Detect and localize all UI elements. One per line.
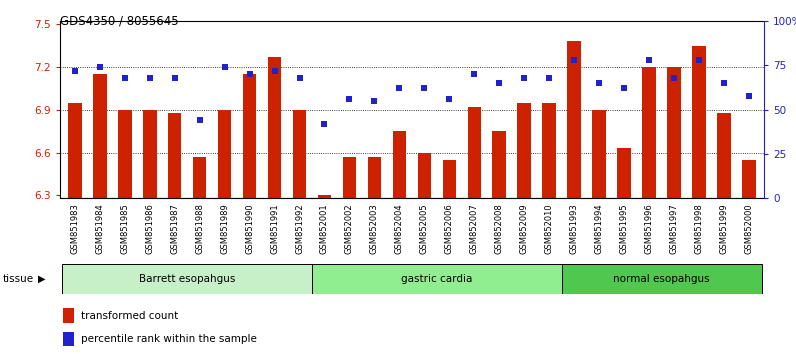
Point <box>193 118 206 123</box>
Text: GSM852003: GSM852003 <box>370 204 379 254</box>
Bar <box>142 110 157 198</box>
Bar <box>618 148 631 198</box>
Text: GSM852005: GSM852005 <box>420 204 429 254</box>
Bar <box>93 74 107 198</box>
Text: GSM852007: GSM852007 <box>470 204 479 254</box>
Text: GSM851999: GSM851999 <box>720 204 728 254</box>
Bar <box>193 157 206 198</box>
Bar <box>592 110 607 198</box>
Text: GSM852010: GSM852010 <box>544 204 554 254</box>
Bar <box>318 195 331 198</box>
Text: GSM851985: GSM851985 <box>120 204 129 254</box>
Text: GSM851984: GSM851984 <box>96 204 104 254</box>
Bar <box>392 131 406 198</box>
Bar <box>642 67 656 198</box>
Bar <box>717 113 731 198</box>
Point <box>143 75 156 81</box>
Bar <box>168 113 181 198</box>
Text: GSM852002: GSM852002 <box>345 204 354 254</box>
Point <box>119 75 131 81</box>
Point <box>543 75 556 81</box>
Text: GSM852001: GSM852001 <box>320 204 329 254</box>
Bar <box>667 67 681 198</box>
Bar <box>63 308 75 323</box>
Point <box>293 75 306 81</box>
Bar <box>217 110 232 198</box>
Point <box>244 72 256 77</box>
Bar <box>467 107 482 198</box>
Bar <box>542 103 556 198</box>
Bar <box>243 74 256 198</box>
Point <box>93 64 106 70</box>
Text: transformed count: transformed count <box>81 311 178 321</box>
Bar <box>267 57 282 198</box>
Point <box>568 57 580 63</box>
Text: GSM851986: GSM851986 <box>145 204 154 255</box>
Point <box>268 68 281 74</box>
Point <box>743 93 755 98</box>
Bar <box>342 157 357 198</box>
Text: GSM852009: GSM852009 <box>520 204 529 254</box>
Bar <box>418 153 431 198</box>
Bar <box>62 264 312 294</box>
Point <box>643 57 656 63</box>
Text: GSM851997: GSM851997 <box>669 204 679 254</box>
Text: GDS4350 / 8055645: GDS4350 / 8055645 <box>60 14 178 27</box>
Bar <box>368 157 381 198</box>
Bar <box>118 110 131 198</box>
Point <box>593 80 606 86</box>
Point <box>493 80 505 86</box>
Text: GSM851989: GSM851989 <box>220 204 229 254</box>
Point <box>393 86 406 91</box>
Text: GSM851991: GSM851991 <box>270 204 279 254</box>
Point <box>218 64 231 70</box>
Bar <box>693 46 706 198</box>
Point <box>318 121 331 127</box>
Text: GSM852004: GSM852004 <box>395 204 404 254</box>
Point <box>168 75 181 81</box>
Point <box>468 72 481 77</box>
Text: GSM851988: GSM851988 <box>195 204 204 255</box>
Text: GSM852008: GSM852008 <box>495 204 504 254</box>
Bar <box>63 332 75 347</box>
Bar <box>493 131 506 198</box>
Bar <box>517 103 531 198</box>
Text: GSM851995: GSM851995 <box>620 204 629 254</box>
Bar <box>312 264 562 294</box>
Text: GSM851994: GSM851994 <box>595 204 604 254</box>
Text: GSM851996: GSM851996 <box>645 204 654 254</box>
Text: Barrett esopahgus: Barrett esopahgus <box>139 274 236 284</box>
Point <box>718 80 731 86</box>
Point <box>68 68 81 74</box>
Text: percentile rank within the sample: percentile rank within the sample <box>81 334 256 344</box>
Bar <box>562 264 762 294</box>
Text: tissue: tissue <box>2 274 33 284</box>
Point <box>518 75 531 81</box>
Bar <box>743 160 756 198</box>
Point <box>368 98 380 104</box>
Point <box>443 96 456 102</box>
Bar <box>68 103 81 198</box>
Bar <box>443 160 456 198</box>
Text: GSM852000: GSM852000 <box>745 204 754 254</box>
Text: ▶: ▶ <box>38 274 45 284</box>
Text: gastric cardia: gastric cardia <box>401 274 473 284</box>
Bar <box>568 41 581 198</box>
Text: GSM851987: GSM851987 <box>170 204 179 255</box>
Text: GSM852006: GSM852006 <box>445 204 454 254</box>
Point <box>618 86 630 91</box>
Text: GSM851992: GSM851992 <box>295 204 304 254</box>
Point <box>418 86 431 91</box>
Point <box>668 75 681 81</box>
Text: GSM851993: GSM851993 <box>570 204 579 254</box>
Text: GSM851998: GSM851998 <box>695 204 704 254</box>
Text: normal esopahgus: normal esopahgus <box>614 274 710 284</box>
Point <box>693 57 705 63</box>
Text: GSM851990: GSM851990 <box>245 204 254 254</box>
Bar <box>293 110 306 198</box>
Point <box>343 96 356 102</box>
Text: GSM851983: GSM851983 <box>70 204 79 255</box>
